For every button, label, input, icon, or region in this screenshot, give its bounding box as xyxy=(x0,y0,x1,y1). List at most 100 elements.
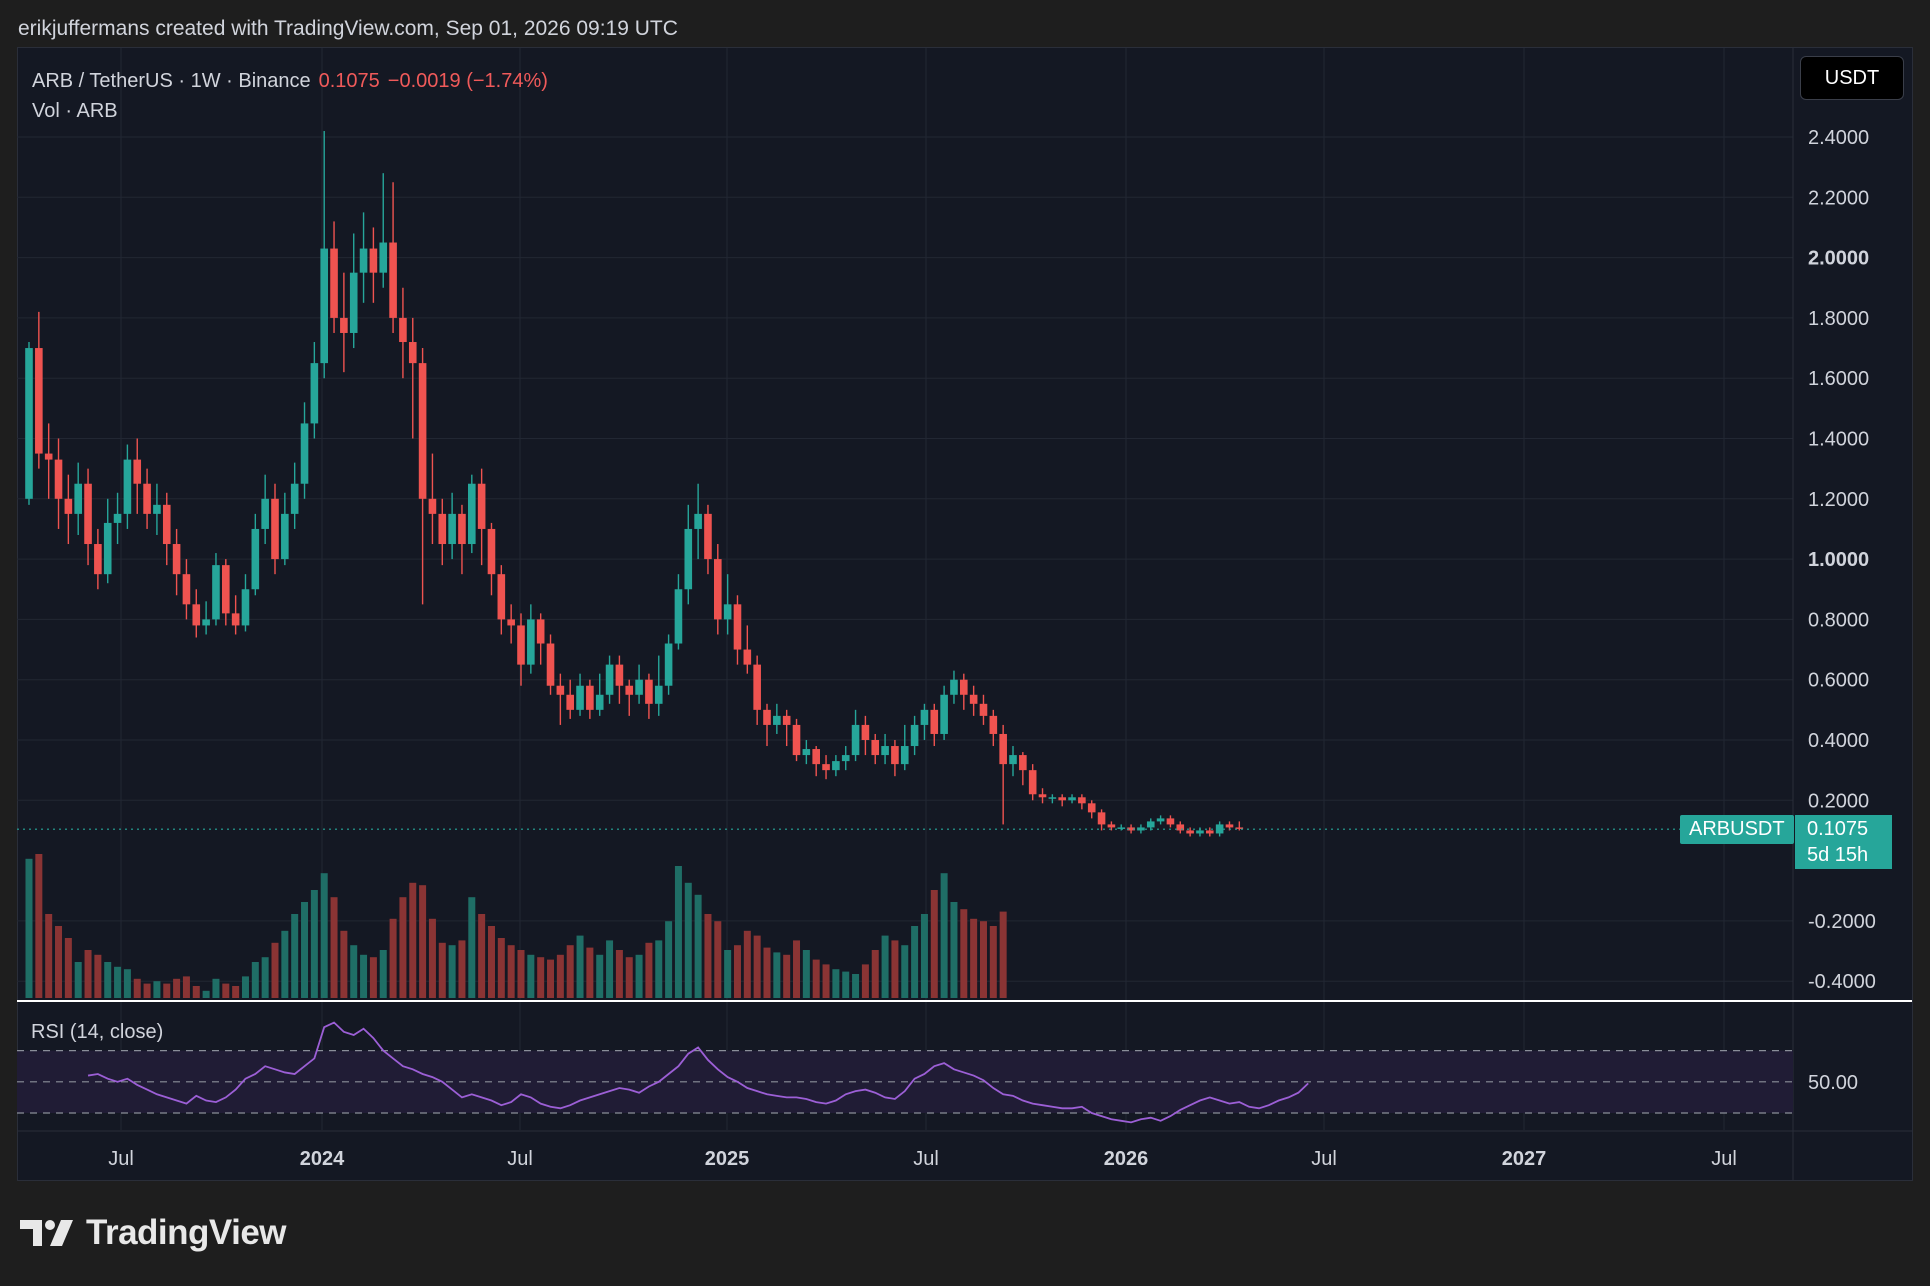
candle-body xyxy=(103,522,112,575)
candle-body xyxy=(566,694,574,710)
volume-bar xyxy=(438,942,446,998)
volume-bar xyxy=(232,986,240,998)
symbol-label[interactable]: ARB / TetherUS · 1W · Binance xyxy=(32,70,311,92)
volume-bar xyxy=(911,926,919,998)
candle-body xyxy=(113,513,122,523)
volume-bar xyxy=(586,947,594,998)
volume-bar xyxy=(428,918,436,998)
candle-body xyxy=(172,544,181,575)
volume-bar xyxy=(369,957,377,998)
volume-bar xyxy=(94,954,102,998)
volume-bar xyxy=(724,950,732,998)
candle-body xyxy=(1196,830,1204,834)
rsi-line xyxy=(87,1021,1309,1124)
candle-body xyxy=(1225,824,1234,828)
candle-body xyxy=(920,709,929,725)
candle-body xyxy=(684,528,693,590)
candle-body xyxy=(281,513,289,560)
volume-bar xyxy=(606,940,614,998)
volume-bar xyxy=(389,918,397,998)
volume-bar xyxy=(399,897,407,998)
volume-bar xyxy=(684,882,692,998)
candle-body xyxy=(418,363,427,499)
candle-body xyxy=(1038,794,1047,798)
candle-body xyxy=(192,604,201,626)
volume-bar xyxy=(861,964,869,998)
candle-body xyxy=(694,513,702,529)
rsi-label[interactable]: RSI (14, close) xyxy=(31,1021,164,1043)
candle-body xyxy=(733,604,742,650)
candle-body xyxy=(212,565,220,620)
volume-bar xyxy=(802,950,810,998)
candle-body xyxy=(940,694,948,734)
x-axis-tick-label: 2026 xyxy=(1104,1148,1149,1170)
candle-body xyxy=(1146,821,1155,828)
x-axis-tick-label: Jul xyxy=(1311,1148,1337,1170)
volume-bar xyxy=(655,940,663,998)
volume-bar xyxy=(478,914,486,998)
volume-bar xyxy=(920,914,928,998)
volume-bar xyxy=(25,858,33,998)
volume-bar xyxy=(291,914,299,998)
candle-body xyxy=(979,703,988,716)
candle-body xyxy=(153,504,161,514)
candle-body xyxy=(1127,827,1135,831)
candle-body xyxy=(615,664,624,686)
candle-body xyxy=(468,483,476,545)
y-axis-tick-label: 0.2000 xyxy=(1808,790,1869,812)
rsi-axis-tick-label: 50.00 xyxy=(1808,1072,1858,1094)
candle-body xyxy=(714,559,722,620)
candle-body xyxy=(586,685,594,710)
candle-body xyxy=(349,272,358,333)
candle-body xyxy=(1009,755,1017,765)
volume-bar xyxy=(310,890,318,998)
volume-label[interactable]: Vol · ARB xyxy=(32,100,118,122)
volume-bar xyxy=(271,942,279,998)
volume-bar xyxy=(999,911,1007,998)
candle-body xyxy=(871,740,880,756)
volume-bar xyxy=(743,930,751,998)
tradingview-logo[interactable]: TradingView xyxy=(20,1213,287,1253)
candle-body xyxy=(851,724,860,756)
candle-body xyxy=(674,589,683,644)
attribution-text: erikjuffermans created with TradingView.… xyxy=(18,17,678,40)
candle-body xyxy=(664,643,673,686)
candle-body xyxy=(1019,755,1027,771)
volume-bar xyxy=(114,966,122,998)
volume-bar xyxy=(842,971,850,998)
candle-body xyxy=(44,453,53,460)
candle-body xyxy=(802,749,811,756)
candle-body xyxy=(1176,824,1185,831)
volume-bar xyxy=(733,945,741,998)
candle-body xyxy=(271,498,279,560)
candle-body xyxy=(753,664,761,710)
candle-body xyxy=(379,242,388,273)
candle-body xyxy=(369,248,378,273)
volume-bar xyxy=(665,921,673,998)
volume-bar xyxy=(763,947,771,998)
candle-body xyxy=(497,574,506,620)
candle-body xyxy=(310,363,319,424)
volume-bar xyxy=(84,950,92,998)
volume-bar xyxy=(556,954,564,998)
candle-body xyxy=(704,513,712,560)
volume-bar xyxy=(674,866,682,998)
volume-bar xyxy=(487,926,495,998)
candle-body xyxy=(605,664,614,695)
volume-bar xyxy=(596,954,604,998)
currency-button[interactable]: USDT xyxy=(1800,56,1904,100)
volume-bar xyxy=(251,962,259,998)
x-axis-tick-label: 2027 xyxy=(1502,1148,1547,1170)
volume-bar xyxy=(281,930,289,998)
volume-bar xyxy=(409,882,417,998)
candle-body xyxy=(162,504,171,545)
candle-body xyxy=(1235,827,1244,829)
x-axis-tick-label: 2025 xyxy=(705,1148,750,1170)
candle-body xyxy=(300,423,309,484)
volume-bar xyxy=(783,954,791,998)
volume-bar xyxy=(55,926,63,998)
volume-bar xyxy=(812,959,820,998)
volume-bar xyxy=(45,914,53,998)
volume-bar xyxy=(330,897,338,998)
